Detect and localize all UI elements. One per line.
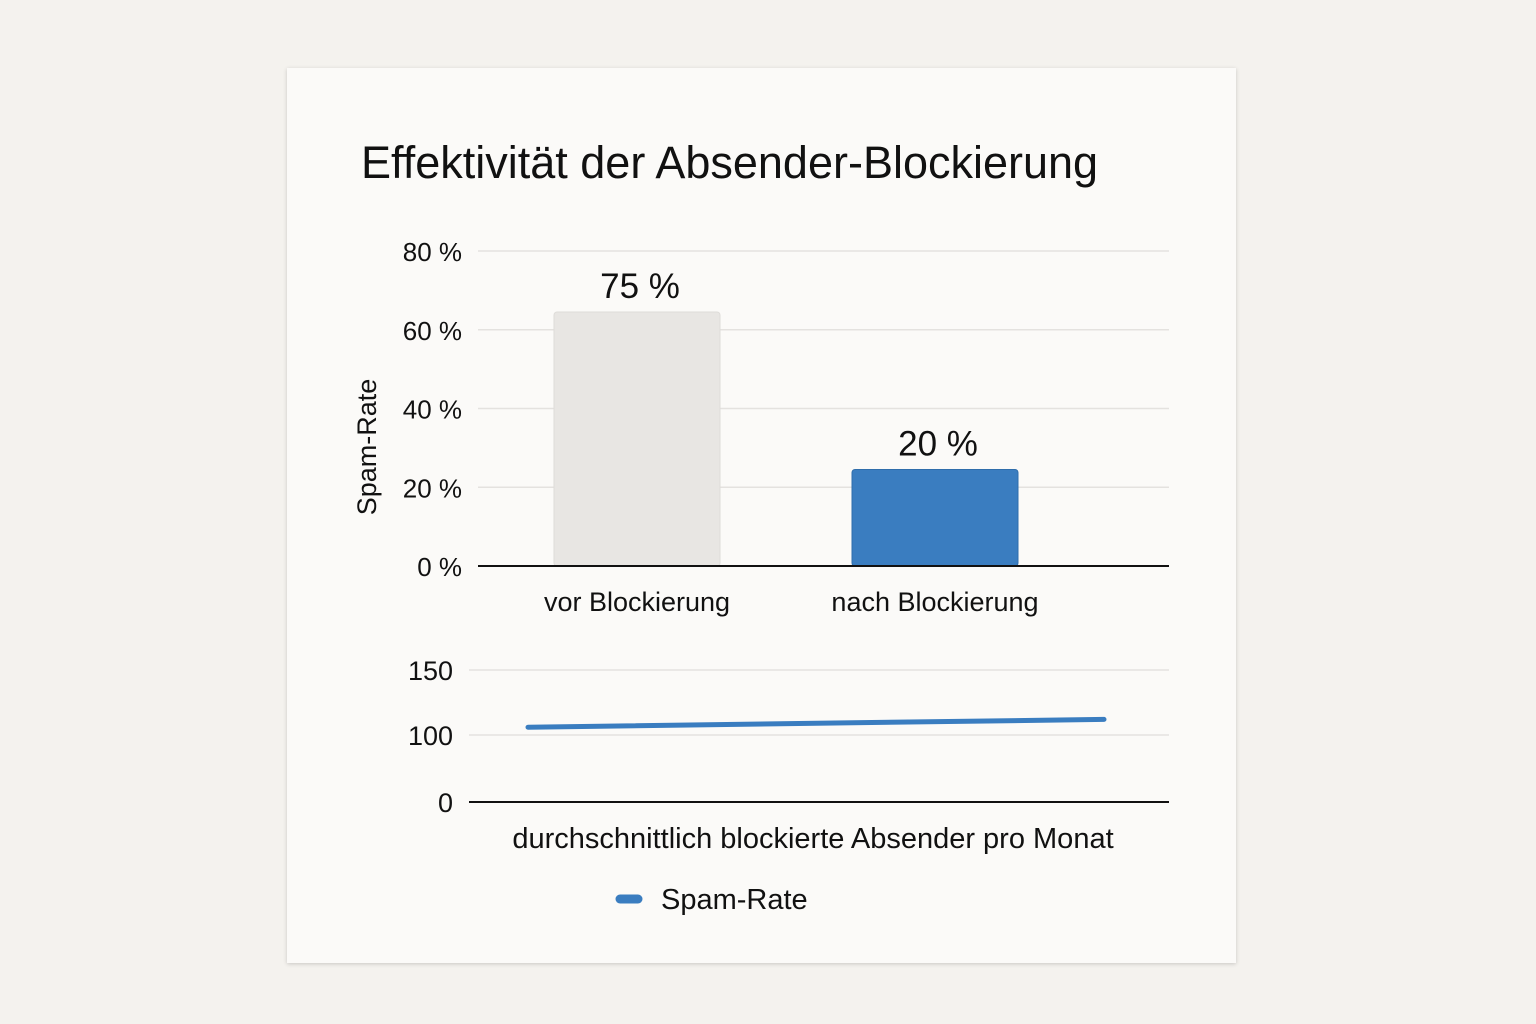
bar	[553, 311, 721, 567]
x-axis-label: durchschnittlich blockierte Absender pro…	[512, 823, 1113, 855]
data-label: 75 %	[600, 267, 680, 306]
chart-title: Effektivität der Absender-Blockierung	[361, 137, 1098, 188]
y-tick-label: 150	[408, 656, 453, 686]
bar	[851, 469, 1019, 567]
series-line	[525, 716, 1107, 730]
data-label: 20 %	[898, 425, 978, 464]
y-tick-label: 80 %	[403, 237, 462, 267]
y-tick-label: 100	[408, 721, 453, 751]
y-tick-label: 60 %	[403, 316, 462, 346]
y-tick-label: 20 %	[403, 473, 462, 503]
x-tick-label: nach Blockierung	[831, 587, 1038, 617]
chart-card	[287, 68, 1236, 963]
y-tick-label: 40 %	[403, 395, 462, 425]
legend-label: Spam-Rate	[661, 884, 808, 916]
y-tick-label: 0 %	[417, 552, 462, 582]
x-tick-label: vor Blockierung	[544, 587, 730, 617]
y-tick-label: 0	[438, 788, 453, 818]
y-axis-label: Spam-Rate	[352, 379, 382, 516]
